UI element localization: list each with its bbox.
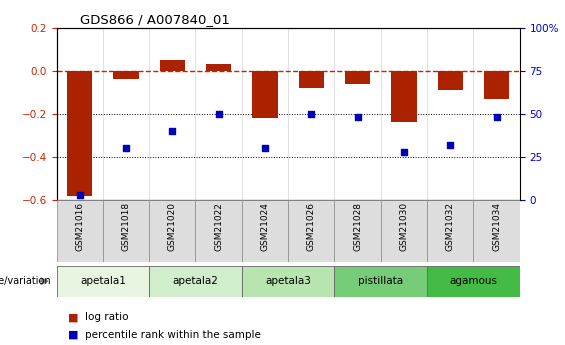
Bar xyxy=(149,266,242,297)
Bar xyxy=(149,200,195,262)
Text: GSM21028: GSM21028 xyxy=(353,202,362,251)
Point xyxy=(446,142,455,148)
Point xyxy=(75,192,84,198)
Bar xyxy=(242,266,334,297)
Bar xyxy=(427,266,520,297)
Text: ■: ■ xyxy=(68,330,79,339)
Text: GSM21026: GSM21026 xyxy=(307,202,316,251)
Point xyxy=(492,115,501,120)
Text: GSM21024: GSM21024 xyxy=(260,202,270,251)
Text: agamous: agamous xyxy=(450,276,497,286)
Bar xyxy=(206,64,232,71)
Text: GSM21016: GSM21016 xyxy=(75,202,84,251)
Text: genotype/variation: genotype/variation xyxy=(0,276,51,286)
Point xyxy=(168,128,177,134)
Bar xyxy=(345,71,371,83)
Text: GSM21032: GSM21032 xyxy=(446,202,455,251)
Point xyxy=(214,111,223,117)
Bar xyxy=(103,200,149,262)
Text: GSM21030: GSM21030 xyxy=(399,202,408,251)
Text: apetala3: apetala3 xyxy=(265,276,311,286)
Text: ■: ■ xyxy=(68,313,79,322)
Bar xyxy=(473,200,520,262)
Bar xyxy=(56,266,149,297)
Text: percentile rank within the sample: percentile rank within the sample xyxy=(85,330,260,339)
Bar xyxy=(298,71,324,88)
Point xyxy=(121,146,131,151)
Bar xyxy=(56,200,103,262)
Point xyxy=(399,149,408,155)
Text: pistillata: pistillata xyxy=(358,276,403,286)
Bar xyxy=(334,266,427,297)
Bar xyxy=(381,200,427,262)
Point xyxy=(307,111,316,117)
Text: GDS866 / A007840_01: GDS866 / A007840_01 xyxy=(80,13,229,27)
Bar xyxy=(242,200,288,262)
Bar xyxy=(67,71,93,196)
Bar xyxy=(252,71,278,118)
Bar xyxy=(113,71,139,79)
Bar xyxy=(195,200,242,262)
Text: apetala2: apetala2 xyxy=(172,276,219,286)
Point xyxy=(353,115,362,120)
Bar xyxy=(437,71,463,90)
Text: apetala1: apetala1 xyxy=(80,276,126,286)
Point xyxy=(260,146,270,151)
Bar xyxy=(427,200,473,262)
Text: GSM21034: GSM21034 xyxy=(492,202,501,251)
Bar xyxy=(288,200,334,262)
Bar xyxy=(484,71,510,99)
Bar xyxy=(334,200,381,262)
Text: GSM21020: GSM21020 xyxy=(168,202,177,251)
Bar xyxy=(391,71,417,122)
Text: GSM21022: GSM21022 xyxy=(214,202,223,251)
Bar xyxy=(159,60,185,71)
Text: log ratio: log ratio xyxy=(85,313,128,322)
Text: GSM21018: GSM21018 xyxy=(121,202,131,251)
